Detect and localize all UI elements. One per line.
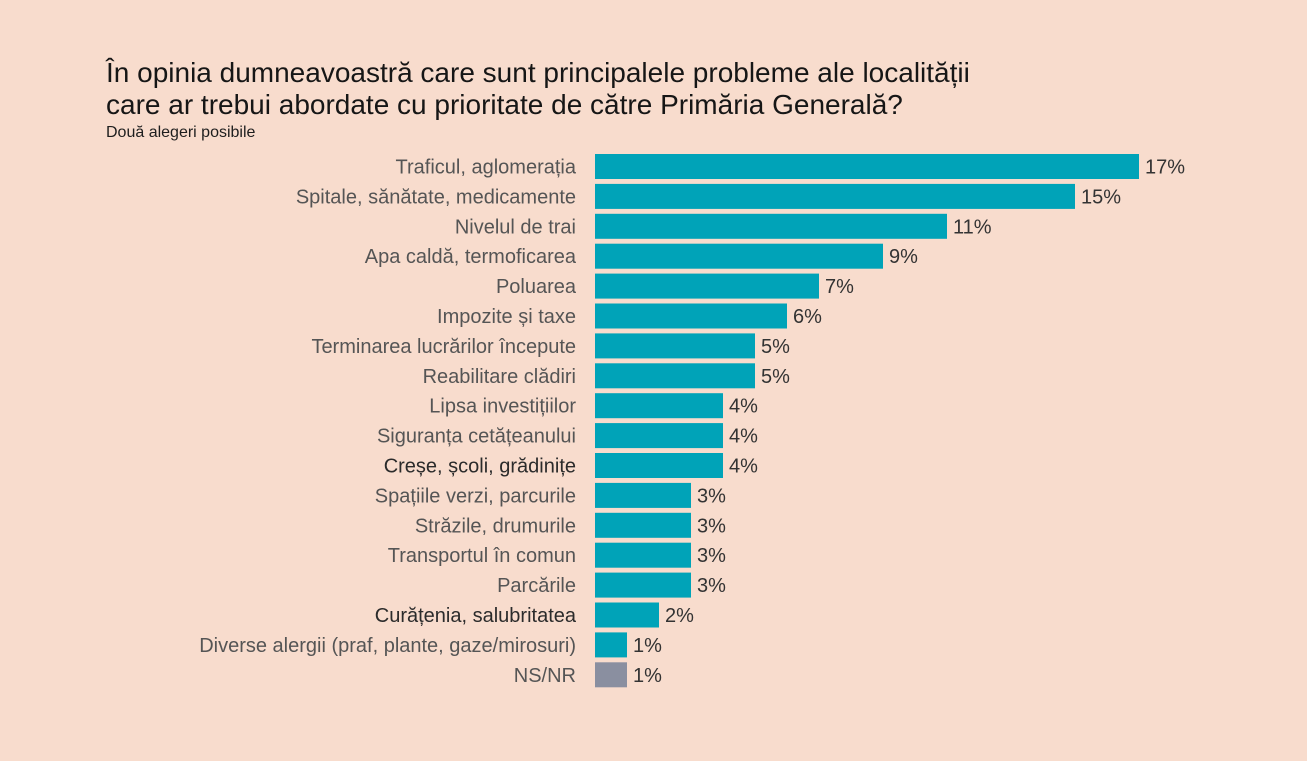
- bars-group: [595, 154, 1139, 688]
- category-label: Spațiile verzi, parcurile: [375, 485, 576, 507]
- bar: [595, 632, 627, 658]
- value-label: 6%: [793, 306, 822, 328]
- value-label: 9%: [889, 246, 918, 268]
- value-label: 11%: [953, 216, 992, 238]
- bar: [595, 572, 691, 598]
- bar: [595, 453, 723, 478]
- value-label: 4%: [729, 456, 758, 478]
- value-label: 15%: [1081, 186, 1121, 208]
- category-label: Nivelul de trai: [455, 216, 576, 238]
- category-label: Apa caldă, termoficarea: [365, 246, 577, 268]
- bar: [595, 393, 723, 419]
- bar: [595, 542, 691, 568]
- bar: [595, 482, 691, 508]
- value-label: 5%: [761, 366, 790, 388]
- category-label: Transportul în comun: [388, 545, 576, 567]
- value-label: 4%: [729, 426, 758, 448]
- value-label: 1%: [633, 635, 662, 657]
- category-label: Parcările: [497, 575, 576, 597]
- category-label: Poluarea: [496, 276, 577, 298]
- chart-subtitle: Două alegeri posibile: [106, 124, 256, 141]
- category-label: Străzile, drumurile: [415, 515, 576, 537]
- bar: [595, 154, 1139, 179]
- value-label: 7%: [825, 276, 854, 298]
- bar: [595, 213, 947, 239]
- value-label: 3%: [697, 545, 726, 567]
- bar: [595, 423, 723, 449]
- bar: [595, 243, 883, 269]
- bar: [595, 602, 659, 628]
- category-label: Reabilitare clădiri: [423, 366, 576, 388]
- value-label: 1%: [633, 665, 662, 687]
- bar: [595, 512, 691, 538]
- bar: [595, 273, 819, 299]
- bar: [595, 303, 787, 329]
- value-label: 4%: [729, 396, 758, 418]
- value-label: 17%: [1145, 157, 1185, 179]
- category-label: Traficul, aglomerația: [396, 157, 577, 179]
- category-label: Impozite și taxe: [437, 306, 576, 328]
- category-label: Curățenia, salubritatea: [375, 605, 577, 627]
- value-label: 2%: [665, 605, 694, 627]
- value-label: 3%: [697, 515, 726, 537]
- category-label: Spitale, sănătate, medicamente: [296, 186, 576, 208]
- chart-title-line-1: În opinia dumneavoastră care sunt princi…: [105, 57, 970, 88]
- category-label: NS/NR: [514, 665, 576, 687]
- bar: [595, 333, 755, 359]
- category-label: Diverse alergii (praf, plante, gaze/miro…: [199, 635, 576, 657]
- value-label: 3%: [697, 485, 726, 507]
- bar: [595, 363, 755, 389]
- value-label: 5%: [761, 336, 790, 358]
- chart-title-line-2: care ar trebui abordate cu prioritate de…: [106, 89, 903, 120]
- category-label: Creșe, școli, grădinițe: [384, 456, 576, 478]
- category-label: Siguranța cetățeanului: [377, 426, 576, 448]
- value-label: 3%: [697, 575, 726, 597]
- category-labels-group: Traficul, aglomerația Spitale, sănătate, …: [199, 157, 577, 687]
- bar: [595, 662, 627, 688]
- category-label: Terminarea lucrărilor începute: [311, 336, 576, 358]
- value-labels-group: 17%15%11%9%7%6%5%5%4%4%4%3%3%3%3%2%1%1%: [633, 157, 1185, 687]
- category-label: Lipsa investițiilor: [429, 396, 576, 418]
- bar: [595, 183, 1075, 209]
